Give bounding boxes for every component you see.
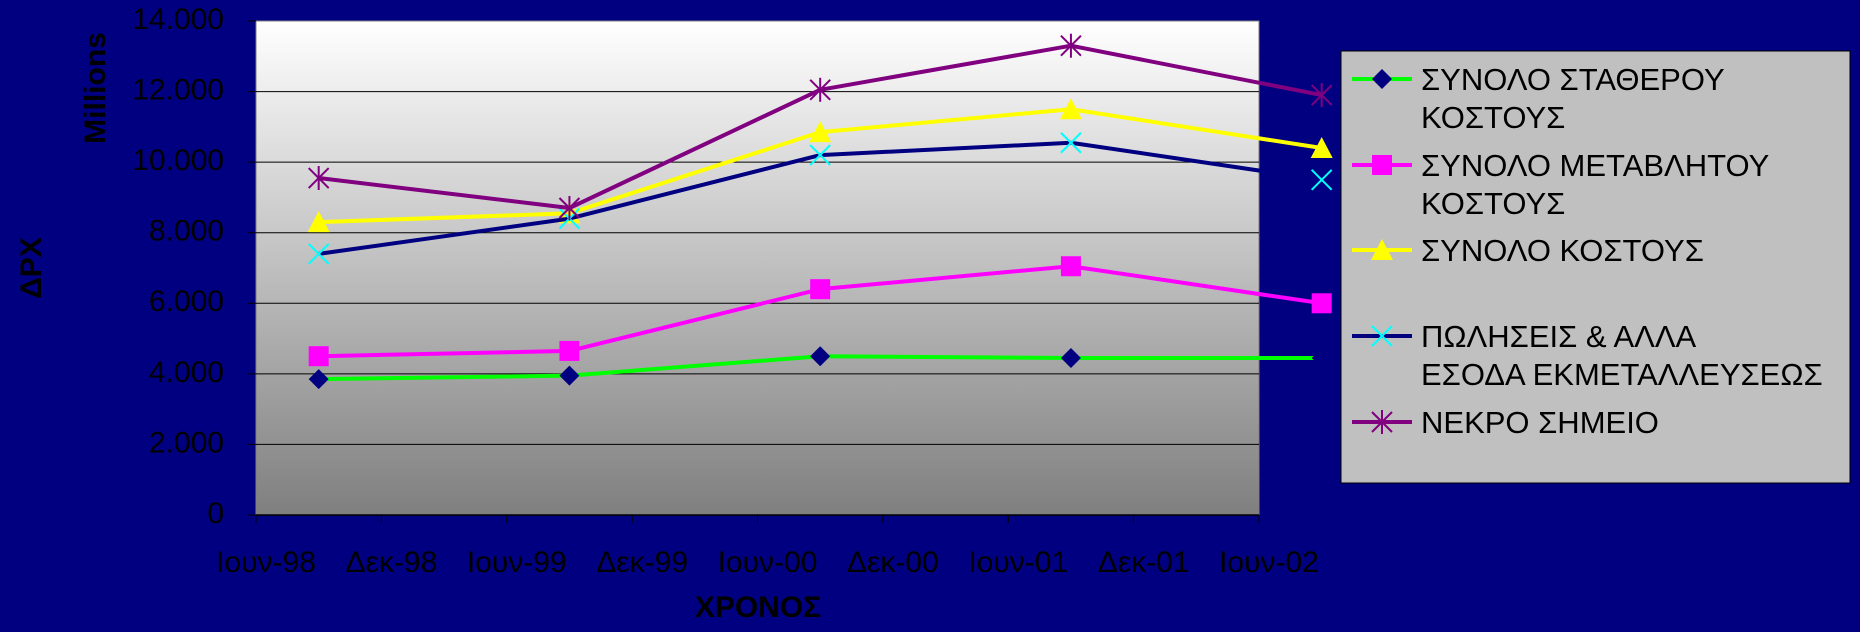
series-layer [307, 33, 1333, 390]
y-tick-label: 14.000 [132, 3, 224, 36]
data-point-diamond [1372, 69, 1392, 89]
x-tick-label: Δεκ-99 [596, 546, 688, 579]
x-tick-label: Ιουν-99 [467, 546, 567, 579]
data-point-star [1371, 410, 1393, 434]
data-point-star [307, 166, 330, 191]
y-tick-label: 6.000 [149, 285, 224, 318]
data-point-square [1311, 293, 1332, 314]
data-point-star [1310, 83, 1333, 108]
legend-entry: ΝΕΚΡΟ ΣΗΜΕΙΟ [1352, 405, 1659, 440]
axes: 0 2.000 4.000 6.000 8.000 10.000 12.000 14.000 Ι… [132, 3, 1319, 579]
legend-label: ΣΥΝΟΛΟ ΣΤΑΘΕΡΟΥ ΚΟΣΤΟΥΣ [1421, 62, 1725, 135]
data-point-x [1371, 325, 1393, 347]
legend-label: ΣΥΝΟΛΟ ΜΕΤΑΒΛΗΤΟΥ ΚΟΣΤΟΥΣ [1421, 148, 1769, 221]
y-axis-title: ΔΡΧ [15, 237, 48, 299]
data-point-x [1310, 169, 1333, 191]
data-point-triangle [809, 121, 832, 143]
legend-entry: ΣΥΝΟΛΟ ΜΕΤΑΒΛΗΤΟΥ ΚΟΣΤΟΥΣ [1352, 148, 1769, 221]
y-tick-label: 8.000 [149, 215, 224, 248]
legend [1340, 50, 1851, 484]
data-point-square [308, 346, 329, 367]
x-tick-label: Δεκ-00 [847, 546, 939, 579]
legend-entry: ΠΩΛΗΣΕΙΣ & ΑΛΛΑ ΕΣΟΔΑ ΕΚΜΕΤΑΛΛΕΥΣΕΩΣ [1352, 319, 1823, 392]
data-point-diamond [1060, 347, 1081, 368]
data-point-square [1060, 256, 1081, 277]
legend-label: ΠΩΛΗΣΕΙΣ & ΑΛΛΑ ΕΣΟΔΑ ΕΚΜΕΤΑΛΛΕΥΣΕΩΣ [1421, 319, 1823, 392]
data-point-triangle [307, 211, 330, 233]
data-point-x [1060, 132, 1082, 154]
series-2 [308, 256, 1332, 367]
data-point-diamond [308, 369, 329, 390]
x-tick-label: Ιουν-00 [718, 546, 818, 579]
data-point-x [307, 243, 330, 265]
data-point-star [809, 77, 831, 102]
y-tick-label: 2.000 [149, 426, 224, 459]
data-point-diamond [810, 346, 831, 367]
data-point-star [1060, 33, 1082, 58]
x-axis-title: ΧΡΟΝΟΣ [695, 591, 821, 624]
legend-entry: ΣΥΝΟΛΟ ΚΟΣΤΟΥΣ [1352, 233, 1704, 268]
data-point-square [559, 340, 580, 361]
legend-label: ΝΕΚΡΟ ΣΗΜΕΙΟ [1421, 405, 1659, 440]
x-tick-label: Δεκ-98 [345, 546, 437, 579]
data-point-diamond [559, 365, 580, 386]
series-1 [308, 346, 1332, 390]
y-tick-label: 0 [207, 497, 224, 530]
data-point-triangle [1310, 137, 1333, 159]
legend-label: ΣΥΝΟΛΟ ΚΟΣΤΟΥΣ [1421, 233, 1704, 268]
x-tick-label: Ιουν-98 [216, 546, 316, 579]
legend-entry: ΣΥΝΟΛΟ ΣΤΑΘΕΡΟΥ ΚΟΣΤΟΥΣ [1352, 62, 1725, 135]
x-tick-label: Δεκ-01 [1098, 546, 1190, 579]
data-point-triangle [1371, 239, 1393, 260]
y-tick-label: 12.000 [132, 73, 224, 106]
data-point-star [558, 196, 581, 221]
x-tick-label: Ιουν-02 [1219, 546, 1319, 579]
x-tick-label: Ιουν-01 [968, 546, 1068, 579]
data-point-triangle [1059, 98, 1082, 120]
data-point-diamond [1311, 347, 1332, 368]
series-5 [307, 33, 1333, 221]
y-axis-unit-label: Millions [79, 32, 112, 144]
data-point-square [810, 279, 831, 300]
y-tick-label: 10.000 [132, 144, 224, 177]
plot-area [255, 20, 1260, 516]
y-tick-label: 4.000 [149, 356, 224, 389]
data-point-square [1372, 155, 1392, 175]
legend-entries: ΣΥΝΟΛΟ ΣΤΑΘΕΡΟΥ ΚΟΣΤΟΥΣ ΣΥΝΟΛΟ ΜΕΤΑΒΛΗΤΟΥ Κ… [1352, 62, 1823, 440]
data-point-x [809, 144, 831, 166]
